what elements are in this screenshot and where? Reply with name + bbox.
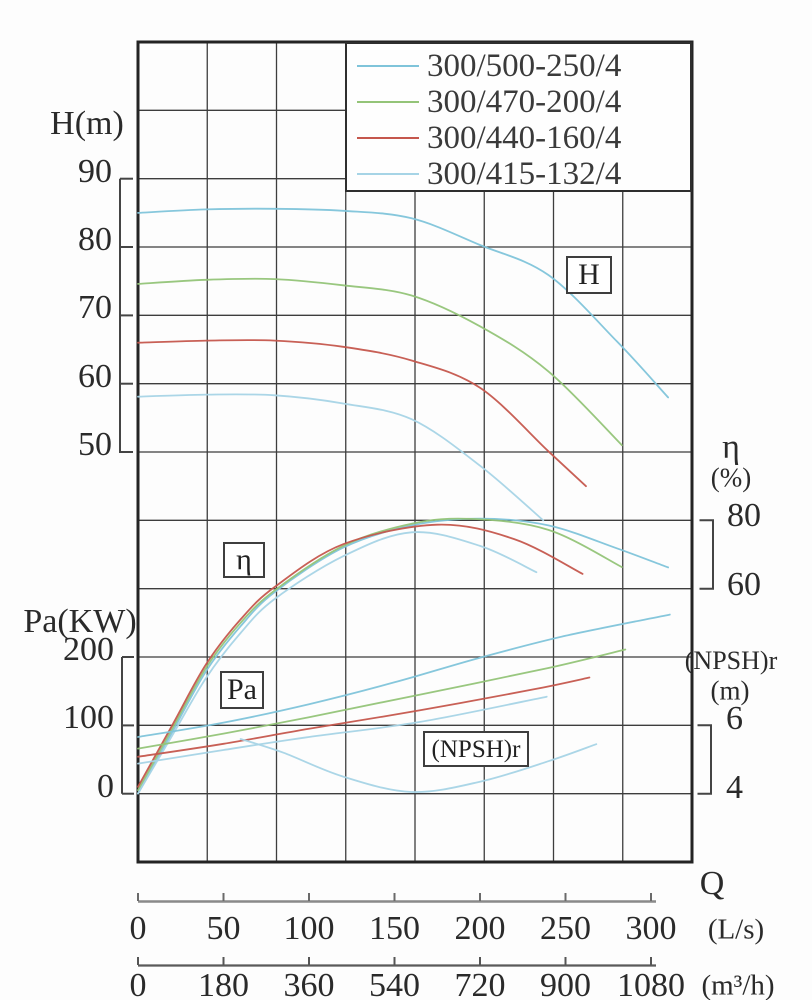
Pa-curve-300/440-160/4 bbox=[137, 676, 591, 758]
legend-label: 300/470-200/4 bbox=[427, 83, 622, 120]
q-ls-tick-label: 0 bbox=[129, 910, 147, 947]
npsh-curve-300/415-132/4 bbox=[239, 738, 598, 793]
h-axis-tick-label: 70 bbox=[78, 289, 112, 327]
Pa-curve-300/415-132/4 bbox=[137, 695, 548, 765]
eta-curve-300/415-132/4 bbox=[137, 531, 538, 795]
h-axis-tick-label: 60 bbox=[78, 357, 112, 395]
q-ls-tick-label: 50 bbox=[206, 910, 241, 947]
curve-label-pa: Pa bbox=[220, 671, 264, 709]
npsh-axis-title: (NPSH)r bbox=[684, 646, 778, 675]
Pa-curve-300/470-200/4 bbox=[137, 648, 627, 750]
Pa-curve-300/500-250/4 bbox=[137, 613, 671, 738]
eta-curve-300/440-160/4 bbox=[137, 523, 584, 788]
legend-swatch-300/415 bbox=[357, 173, 419, 175]
legend-item: 300/500-250/4 bbox=[347, 48, 690, 84]
curve-label-eta: η bbox=[223, 542, 265, 578]
npsh-axis-tick-label: 4 bbox=[726, 768, 743, 806]
q-m3h-tick-label: 180 bbox=[198, 967, 249, 1000]
legend-label: 300/415-132/4 bbox=[427, 155, 622, 192]
npsh-axis-tick-label: 6 bbox=[726, 700, 743, 738]
legend-label: 300/440-160/4 bbox=[427, 119, 622, 156]
H-curve-300/470-200/4 bbox=[137, 277, 623, 447]
h-axis-tick-label: 90 bbox=[78, 152, 112, 190]
h-axis-tick-label: 80 bbox=[78, 221, 112, 259]
q-ls-tick-label: 150 bbox=[369, 910, 420, 947]
legend-item: 300/415-132/4 bbox=[347, 156, 690, 192]
q-ls-tick-label: 250 bbox=[540, 910, 591, 947]
Pa-curves bbox=[137, 613, 671, 765]
q-m3h-tick-label: 900 bbox=[540, 967, 591, 1000]
legend-swatch-300/440 bbox=[357, 137, 419, 139]
pa-axis-tick-label: 0 bbox=[97, 767, 114, 805]
npsh-curves bbox=[239, 738, 598, 793]
q-m3h-tick-label: 0 bbox=[129, 967, 147, 1000]
H-curve-300/415-132/4 bbox=[137, 393, 545, 522]
h-axis-title: H(m) bbox=[50, 105, 124, 142]
H-curve-300/440-160/4 bbox=[137, 339, 587, 488]
q-m3h-tick-label: 540 bbox=[369, 967, 420, 1000]
axis-brackets bbox=[119, 177, 714, 795]
q-ls-tick-label: 200 bbox=[454, 910, 506, 947]
q-ls-tick-label: 300 bbox=[625, 910, 677, 947]
curve-label-npsh: (NPSH)r bbox=[423, 731, 529, 767]
eta-axis-title: η bbox=[722, 429, 740, 466]
q-m3h-tick-label: 720 bbox=[454, 967, 506, 1000]
eta-axis-unit: (%) bbox=[710, 462, 752, 493]
legend: 300/500-250/4 300/470-200/4 300/440-160/… bbox=[345, 42, 692, 192]
eta-axis-tick-label: 80 bbox=[727, 497, 761, 535]
legend-swatch-300/500 bbox=[357, 65, 419, 67]
pa-axis-tick-label: 200 bbox=[63, 631, 114, 669]
q-m3h-tick-label: 1080 bbox=[617, 967, 685, 1000]
legend-item: 300/470-200/4 bbox=[347, 84, 690, 120]
q-axis-label: Q bbox=[699, 865, 725, 902]
h-axis-tick-label: 50 bbox=[78, 426, 112, 464]
q-ls-tick-label: 100 bbox=[283, 910, 335, 947]
legend-swatch-300/470 bbox=[357, 101, 419, 103]
q-m3h-tick-label: 360 bbox=[283, 967, 335, 1000]
eta-axis-tick-label: 60 bbox=[727, 565, 761, 603]
legend-item: 300/440-160/4 bbox=[347, 120, 690, 156]
q-m3h-unit-label: (m³/h) bbox=[701, 969, 775, 1000]
eta-curve-300/470-200/4 bbox=[137, 517, 623, 792]
eta-curve-300/500-250/4 bbox=[137, 517, 669, 795]
npsh-axis-unit: (m) bbox=[710, 675, 750, 706]
eta-curves bbox=[137, 517, 669, 795]
bottom-axes bbox=[137, 893, 656, 967]
pa-axis-tick-label: 100 bbox=[63, 699, 114, 737]
curve-label-H: H bbox=[566, 256, 612, 294]
legend-label: 300/500-250/4 bbox=[427, 47, 622, 84]
q-ls-unit-label: (L/s) bbox=[707, 913, 765, 946]
pa-axis-title: Pa(KW) bbox=[23, 603, 137, 640]
H-curves bbox=[137, 207, 669, 522]
H-curve-300/500-250/4 bbox=[137, 207, 669, 399]
